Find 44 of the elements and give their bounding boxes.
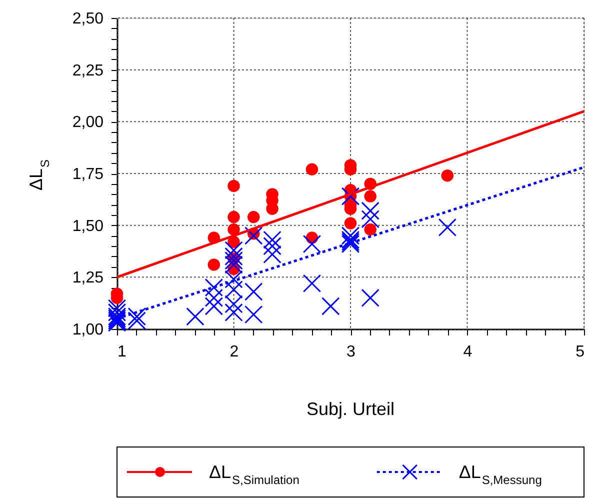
y-tick-label: 2,50: [72, 10, 104, 28]
x-axis-title: Subj. Urteil: [306, 399, 395, 419]
point: [204, 288, 224, 308]
y-tick-label: 1,25: [72, 270, 104, 287]
x-tick-label: 4: [463, 344, 472, 360]
point: [128, 307, 146, 326]
x-tick-label: 3: [346, 344, 356, 360]
point: [228, 210, 240, 224]
point: [341, 226, 360, 245]
point: [344, 217, 357, 230]
point: [208, 258, 220, 271]
point: [186, 307, 204, 326]
point: [244, 226, 263, 245]
point: [228, 223, 240, 236]
point: [364, 190, 376, 202]
x-tick-label: 1: [118, 344, 126, 360]
y-tick-label: 1,50: [72, 218, 104, 235]
point: [228, 180, 240, 192]
point: [441, 169, 454, 182]
y-tick-label: 2,00: [72, 114, 104, 132]
y-axis-title: ΔLS: [26, 159, 52, 191]
point: [361, 202, 380, 220]
point: [224, 303, 243, 322]
point: [438, 218, 457, 237]
point: [244, 305, 263, 324]
point: [108, 303, 126, 322]
x-tick-label: 5: [576, 344, 585, 360]
point: [364, 223, 376, 236]
y-tick-label: 1,00: [72, 322, 104, 338]
point: [302, 234, 322, 254]
point: [306, 163, 318, 176]
point: [361, 288, 380, 308]
point: [322, 297, 340, 316]
point: [263, 236, 282, 256]
y-tick-label: 1,75: [72, 166, 104, 183]
point: [128, 312, 146, 330]
point: [244, 282, 263, 301]
x-tick-label: 2: [230, 344, 239, 360]
point: [224, 247, 243, 266]
point: [247, 210, 260, 224]
point: [302, 274, 322, 293]
point: [341, 187, 360, 206]
y-tick-label: 2,25: [72, 62, 104, 80]
point: [361, 210, 380, 228]
